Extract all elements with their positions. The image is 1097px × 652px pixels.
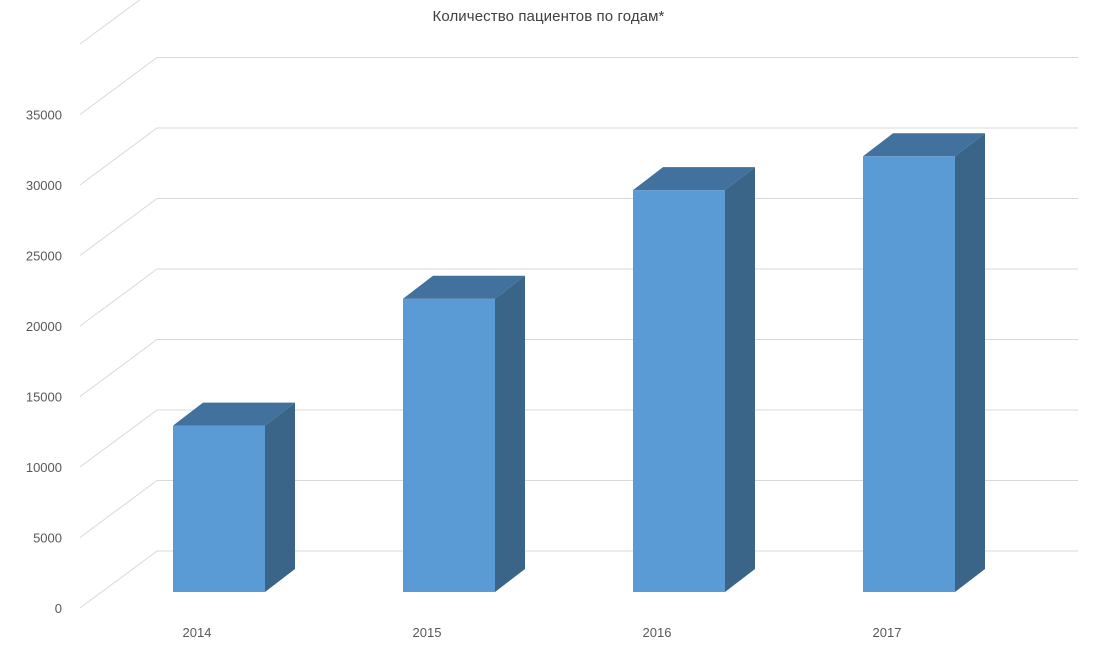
gridline-diagonal	[79, 198, 158, 256]
bar-top	[403, 275, 525, 299]
gridline-diagonal	[79, 339, 158, 397]
y-tick-label: 0	[55, 601, 62, 616]
bar-front	[403, 298, 495, 592]
bar-side	[265, 402, 295, 592]
bars	[173, 133, 985, 592]
x-tick-label: 2017	[873, 625, 902, 640]
y-tick-label: 15000	[26, 390, 62, 405]
gridline-diagonal	[79, 0, 141, 45]
x-axis-ticks: 2014 2015 2016 2017	[183, 625, 902, 640]
bar-top	[633, 167, 755, 191]
bar-front	[863, 156, 955, 592]
gridline-diagonal	[79, 268, 158, 327]
bar-2014	[173, 402, 295, 592]
gridline-diagonal	[79, 127, 158, 186]
bar-front	[173, 425, 265, 592]
bar-2016	[633, 167, 755, 592]
y-tick-label: 35000	[26, 108, 62, 123]
bar-side	[725, 167, 755, 592]
gridline-diagonal	[79, 480, 158, 538]
bar-2017	[863, 133, 985, 592]
y-tick-label: 30000	[26, 178, 62, 193]
gridline-diagonal	[79, 409, 158, 468]
bar-top	[863, 133, 985, 157]
y-tick-label: 10000	[26, 460, 62, 475]
x-tick-label: 2014	[183, 625, 212, 640]
bar-side	[955, 133, 985, 592]
y-tick-label: 5000	[33, 531, 62, 546]
y-axis-ticks: 0 5000 10000 15000 20000 25000 30000 35000	[26, 108, 62, 617]
bar-2015	[403, 275, 525, 592]
x-tick-label: 2016	[643, 625, 672, 640]
bar-front	[633, 190, 725, 592]
x-tick-label: 2015	[413, 625, 442, 640]
bar-top	[173, 402, 295, 426]
gridline-diagonal	[79, 57, 158, 115]
bar-side	[495, 275, 525, 592]
gridline-diagonal	[79, 550, 158, 609]
y-tick-label: 25000	[26, 249, 62, 264]
chart-title: Количество пациентов по годам*	[432, 8, 665, 25]
y-tick-label: 20000	[26, 319, 62, 334]
